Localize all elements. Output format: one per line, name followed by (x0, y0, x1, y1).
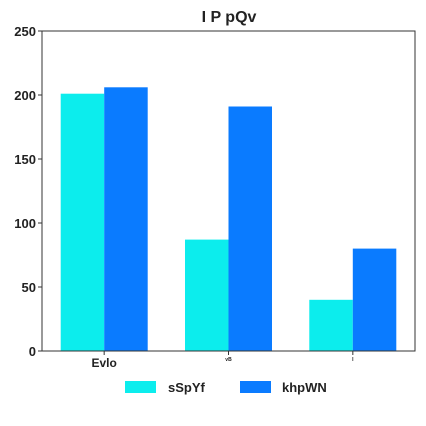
plot-frame (41, 30, 416, 352)
x-tick-label: Evlo (91, 356, 116, 370)
bar-sSpYf-Evlo (60, 93, 105, 351)
legend-label: sSpYf (168, 380, 206, 395)
bar-khpWN-Evlo (104, 87, 148, 352)
y-tick-label: 250 (14, 24, 36, 39)
y-tick-label: 50 (22, 280, 36, 295)
y-tick-label: 200 (14, 88, 36, 103)
legend-swatch (125, 381, 156, 393)
y-tick-label: 0 (29, 344, 36, 359)
chart-title: I P pQv (202, 9, 257, 26)
legend-swatch (240, 381, 271, 393)
bar-khpWN-vB (228, 106, 272, 351)
bar-sSpYf-I (309, 299, 353, 351)
bars-group (60, 87, 397, 352)
legend-label: khpWN (282, 380, 327, 395)
bar-khpWN-I (352, 248, 397, 351)
y-axis: 0 50 100 150 200 250 (14, 24, 42, 359)
y-tick-label: 100 (14, 216, 36, 231)
x-tick-label: vB (225, 357, 232, 363)
legend: sSpYf khpWN (125, 380, 327, 395)
x-tick-label: I (352, 357, 354, 363)
y-tick-label: 150 (14, 152, 36, 167)
x-axis: Evlo vB I (91, 351, 354, 370)
bar-sSpYf-vB (185, 239, 229, 351)
